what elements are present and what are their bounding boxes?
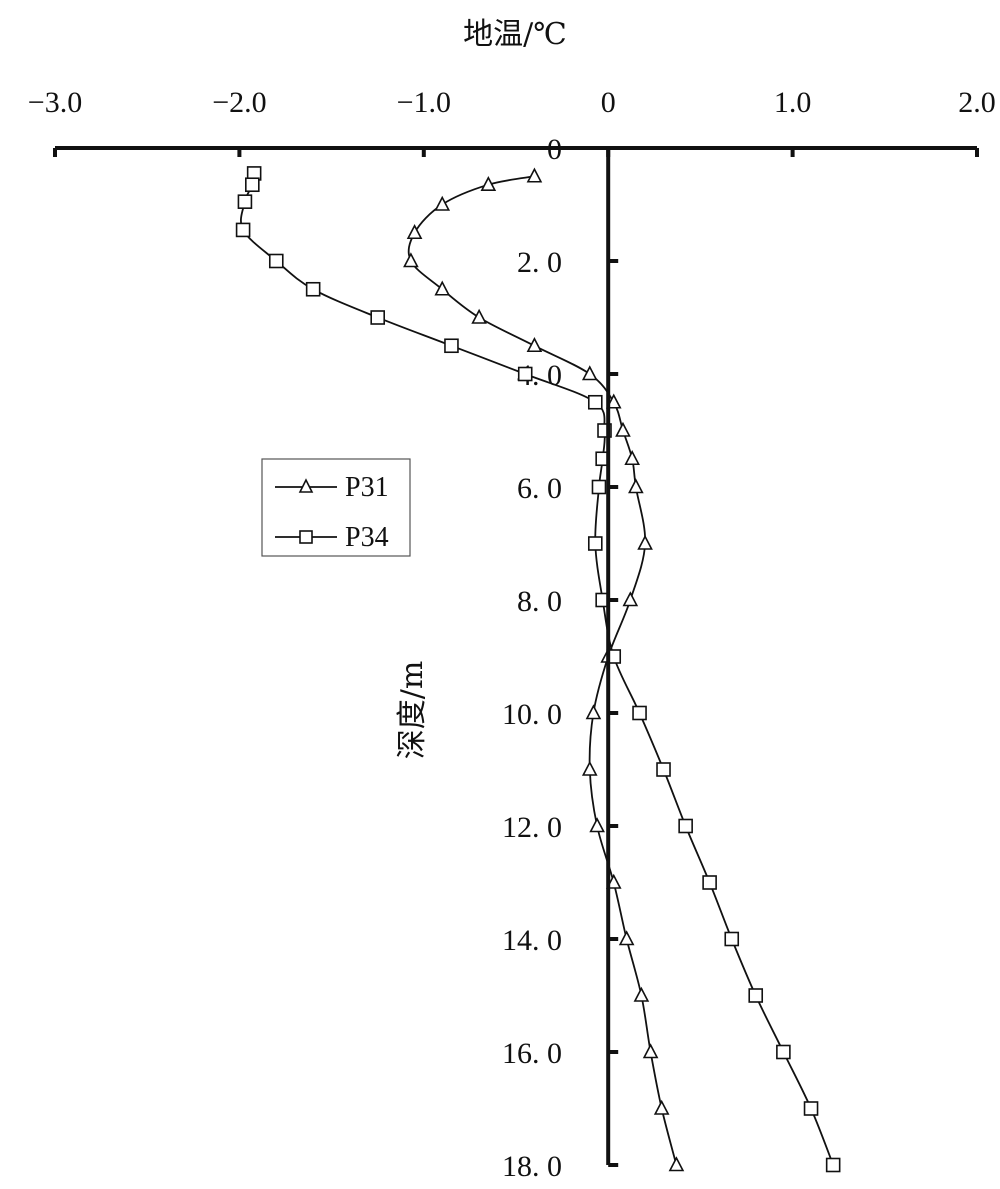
- series-p34-point: [237, 194, 253, 209]
- series-p34-point: [305, 281, 321, 297]
- series-p34-point: [268, 253, 284, 269]
- series-p31-point: [615, 421, 631, 437]
- series-p31-point: [526, 167, 543, 183]
- series-p34-point: [245, 177, 260, 193]
- series-p31-line: [407, 175, 678, 1166]
- series-p31-point: [581, 760, 598, 776]
- series-p31-point: [471, 308, 487, 324]
- series-p31-point: [642, 1043, 659, 1059]
- x-axis-title: 地温/℃: [463, 17, 567, 52]
- series-p34-point: [370, 310, 386, 325]
- series-p31-point: [434, 280, 451, 296]
- y-tick-label: 12. 0: [502, 811, 562, 844]
- series-p34-point: [587, 536, 603, 551]
- x-tick-label: 2.0: [958, 86, 996, 119]
- series-p31-point: [618, 930, 635, 946]
- series-p34-point: [632, 705, 647, 721]
- series-p31-point: [637, 534, 653, 550]
- legend-label-p31: P31: [345, 472, 389, 503]
- y-tick-label: 10. 0: [502, 698, 562, 731]
- series-layer: [235, 166, 841, 1173]
- x-tick-label: −2.0: [212, 86, 266, 119]
- y-tick-label: 6. 0: [517, 472, 562, 505]
- y-tick-label: 14. 0: [502, 924, 562, 957]
- series-p34-point: [591, 479, 607, 495]
- series-p31-point: [605, 393, 622, 409]
- y-tick-label: 8. 0: [517, 585, 562, 618]
- series-p34-point: [702, 875, 717, 890]
- y-axis-title: 深度/m: [395, 661, 430, 760]
- series-p31-point: [585, 704, 602, 720]
- series-p34-point: [803, 1101, 819, 1116]
- series-p34-line: [240, 173, 835, 1166]
- legend-box: [261, 458, 411, 557]
- series-p31-point: [668, 1156, 685, 1172]
- x-tick-label: −3.0: [28, 86, 82, 119]
- series-p34-point: [517, 366, 533, 382]
- series-p31-point: [480, 175, 497, 192]
- y-tick-label: 16. 0: [502, 1037, 562, 1070]
- series-p34-point: [587, 394, 603, 410]
- legend-marker-triangle: [298, 478, 314, 493]
- series-p31-point: [589, 817, 605, 833]
- series-p34-point: [235, 222, 251, 238]
- series-p31-point: [581, 365, 598, 381]
- y-axis-ticks: 02. 04. 06. 08. 010. 012. 014. 016. 018.…: [502, 133, 619, 1183]
- series-p34-point: [748, 988, 764, 1003]
- series-p31-point: [406, 224, 423, 240]
- series-p34-point: [776, 1044, 791, 1060]
- series-p31-point: [633, 986, 650, 1002]
- series-p34-point: [656, 762, 671, 777]
- series-p34-point: [724, 931, 740, 947]
- series-p31-point: [628, 478, 644, 494]
- legend: P31 P34: [261, 458, 411, 557]
- series-p31-point: [624, 450, 640, 466]
- series-p34-point: [678, 818, 693, 834]
- series-p31-point: [434, 195, 451, 211]
- series-p31-point: [653, 1099, 670, 1115]
- series-p31-point: [526, 337, 543, 353]
- series-p34-point: [444, 338, 459, 354]
- legend-marker-square: [299, 530, 313, 544]
- y-tick-label: 2. 0: [517, 246, 562, 279]
- series-p34-point: [825, 1157, 841, 1173]
- y-tick-label: 18. 0: [502, 1150, 562, 1183]
- x-tick-label: −1.0: [397, 86, 451, 119]
- series-p31-point: [605, 873, 622, 889]
- series-p31-point: [403, 252, 419, 268]
- x-tick-label: 1.0: [774, 86, 812, 119]
- legend-label-p34: P34: [345, 522, 389, 553]
- x-tick-label: 0: [601, 86, 616, 119]
- series-p31-point: [622, 591, 639, 607]
